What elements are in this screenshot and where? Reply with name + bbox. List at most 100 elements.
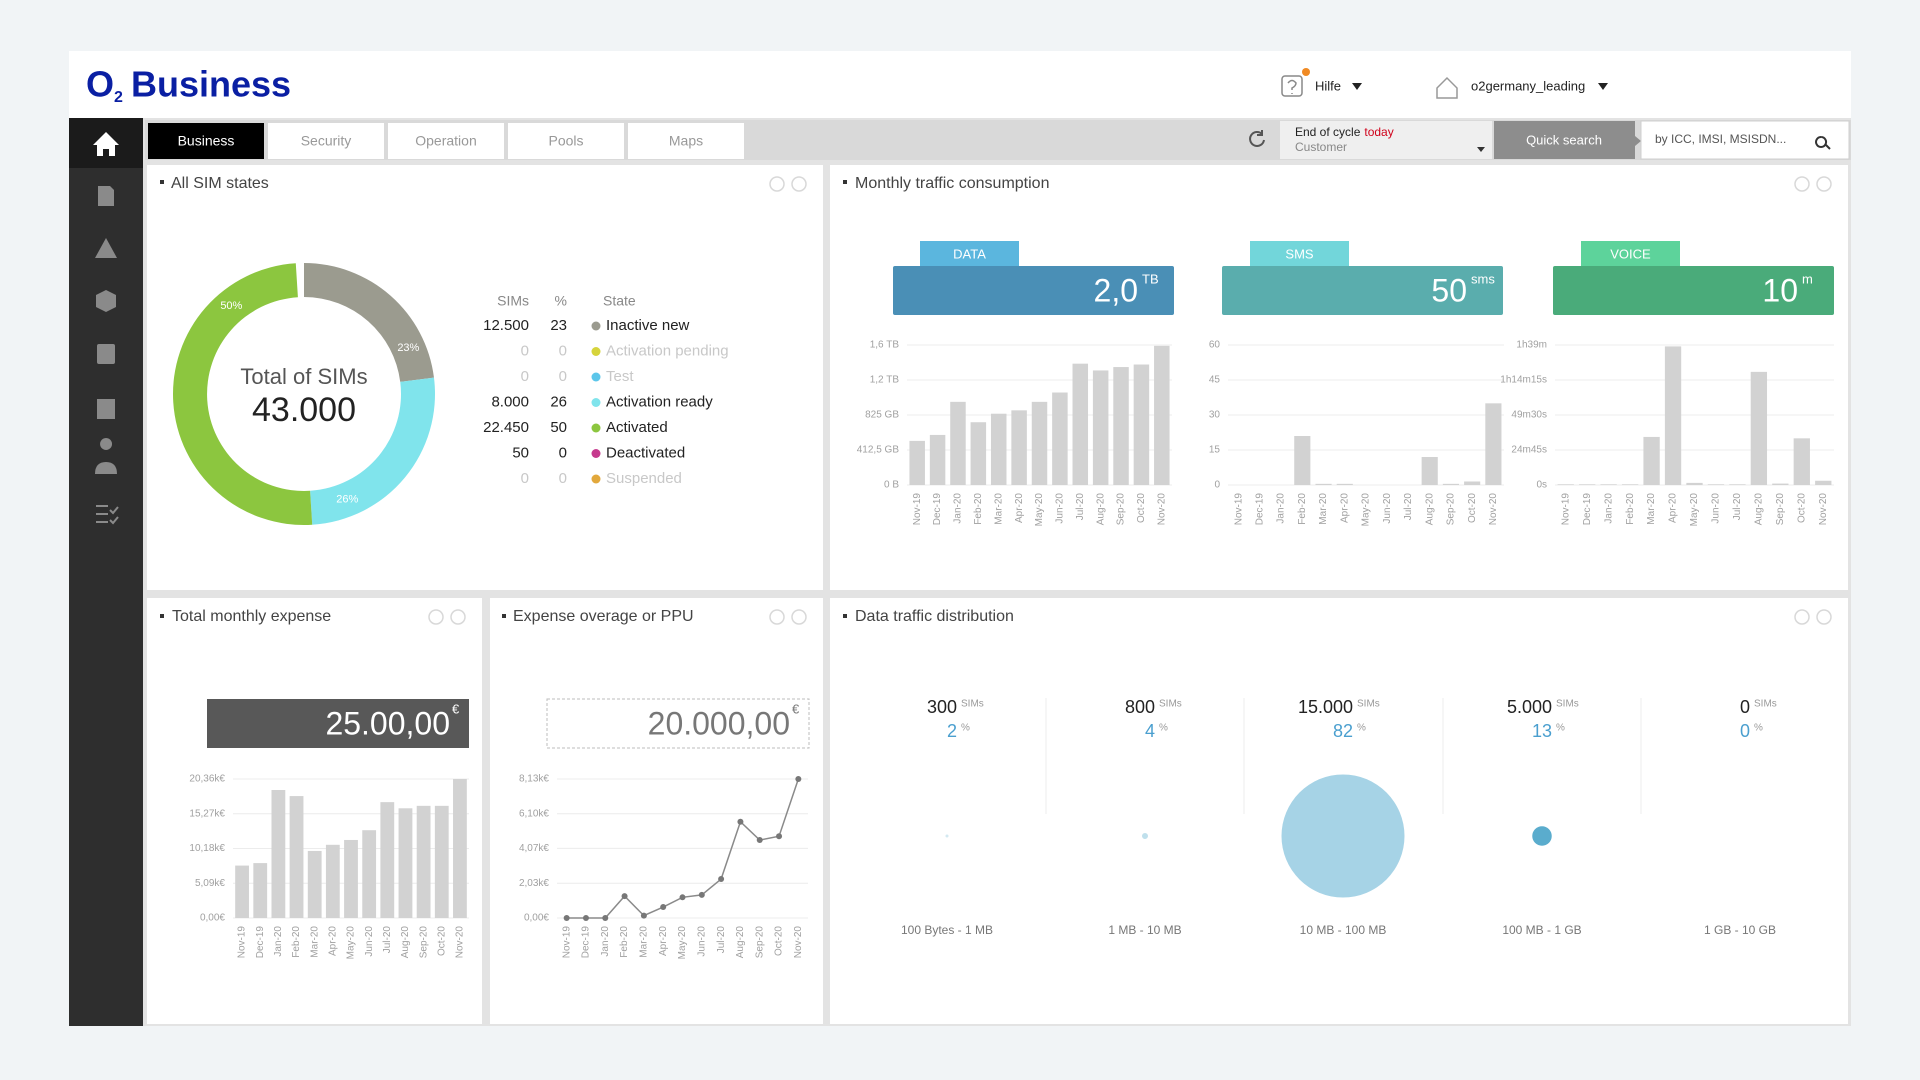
refresh-icon[interactable] xyxy=(1249,130,1265,147)
search-placeholder: by ICC, IMSI, MSISDN... xyxy=(1655,132,1786,146)
panel-help[interactable] xyxy=(1816,176,1832,192)
tab-label[interactable]: Maps xyxy=(669,133,703,149)
point xyxy=(640,912,647,919)
tab[interactable] xyxy=(508,123,624,159)
x-tick-label: Dec-19 xyxy=(1582,493,1593,526)
nav-reports[interactable] xyxy=(97,399,115,419)
nav-users[interactable] xyxy=(95,438,117,474)
help-icon[interactable] xyxy=(1281,68,1310,97)
y-tick-label: 24m45s xyxy=(1511,445,1547,456)
bin-count: 300 xyxy=(927,697,957,717)
bar xyxy=(1485,403,1502,485)
nav-tasks[interactable] xyxy=(96,505,119,525)
state-dot xyxy=(591,474,601,484)
overage-total-box xyxy=(546,698,810,749)
bar xyxy=(1621,484,1639,485)
x-tick-label: Nov-20 xyxy=(793,926,804,959)
x-tick-label: Jun-20 xyxy=(696,926,707,957)
x-tick-label: Oct-20 xyxy=(436,926,447,956)
x-tick-label: Jul-20 xyxy=(1732,493,1743,521)
panel-help[interactable] xyxy=(450,609,466,625)
bubble xyxy=(1532,826,1552,846)
panel-refresh[interactable] xyxy=(769,609,785,625)
nav-products[interactable] xyxy=(96,290,116,312)
quick-search-button[interactable] xyxy=(1494,121,1641,159)
nav-home[interactable] xyxy=(93,132,119,156)
account-name[interactable]: o2germany_leading xyxy=(1471,78,1585,93)
x-tick-label: Nov-20 xyxy=(1156,493,1167,526)
x-tick-label: Jun-20 xyxy=(1711,493,1722,524)
account-caret[interactable] xyxy=(1598,83,1608,90)
search-input[interactable] xyxy=(1640,120,1850,160)
state-dot xyxy=(591,449,601,458)
state-name: Activation pending xyxy=(606,342,729,359)
x-tick-label: Jun-20 xyxy=(1055,493,1066,524)
state-dot xyxy=(591,423,601,433)
y-tick-label: 4,07k€ xyxy=(519,843,549,854)
quick-search-label: Quick search xyxy=(1526,132,1602,147)
help-link[interactable]: Hilfe xyxy=(1315,78,1341,93)
bar xyxy=(1707,484,1725,485)
kpi-total: 2,0 xyxy=(1094,272,1138,308)
x-tick-label: Oct-20 xyxy=(774,926,785,956)
bar xyxy=(1643,436,1660,485)
x-tick-label: Jan-20 xyxy=(1276,493,1287,524)
panel-refresh[interactable] xyxy=(1794,609,1810,625)
bar xyxy=(1421,457,1438,485)
panel-help[interactable] xyxy=(791,176,807,192)
tab-label[interactable]: Operation xyxy=(415,133,476,149)
help-dot xyxy=(1302,68,1310,76)
bin-count: 0 xyxy=(1740,697,1750,717)
y-tick-label: 20,36k€ xyxy=(189,774,225,785)
bar xyxy=(1464,481,1481,485)
kpi-unit: m xyxy=(1802,271,1813,286)
x-tick-label: May-20 xyxy=(1034,493,1045,527)
bin-count-unit: SIMs xyxy=(961,699,984,710)
bin-pct: 4 xyxy=(1145,721,1155,741)
cycle-select[interactable] xyxy=(1280,121,1492,159)
bar xyxy=(1092,370,1109,485)
x-tick-label: Sep-20 xyxy=(754,926,765,959)
tab[interactable] xyxy=(148,123,264,159)
tab-label[interactable]: Security xyxy=(301,133,352,149)
bar xyxy=(398,808,413,918)
nav-sim[interactable] xyxy=(98,186,114,206)
logo-text[interactable]: Business xyxy=(131,64,291,105)
panel-help[interactable] xyxy=(791,609,807,625)
x-tick-label: Jul-20 xyxy=(716,926,727,954)
panel-refresh[interactable] xyxy=(769,176,785,192)
logo-o[interactable]: O xyxy=(86,64,114,105)
tab-label[interactable]: Pools xyxy=(548,133,583,149)
bin-count-unit: SIMs xyxy=(1357,699,1380,710)
bar xyxy=(909,440,925,485)
y-tick-label: 1h14m15s xyxy=(1500,375,1547,386)
bin-range: 100 Bytes - 1 MB xyxy=(901,923,993,937)
panel-refresh[interactable] xyxy=(1794,176,1810,192)
bar xyxy=(1750,371,1768,485)
y-tick-label: 60 xyxy=(1209,340,1221,351)
help-glyph xyxy=(1287,79,1297,94)
bar xyxy=(453,779,467,918)
help-caret[interactable] xyxy=(1352,83,1362,90)
nav-billing[interactable] xyxy=(97,344,115,364)
tab[interactable] xyxy=(388,123,504,159)
bin-count-unit: SIMs xyxy=(1159,699,1182,710)
x-tick-label: Jan-20 xyxy=(1603,493,1614,524)
y-tick-label: 30 xyxy=(1209,410,1221,421)
tab[interactable] xyxy=(268,123,384,159)
x-tick-label: Jan-20 xyxy=(600,926,611,957)
cycle-caret xyxy=(1477,147,1485,152)
donut-label: 23% xyxy=(397,342,419,354)
panel-help[interactable] xyxy=(1816,609,1832,625)
bar xyxy=(1154,345,1170,485)
bar xyxy=(929,434,946,485)
search-icon[interactable] xyxy=(1815,136,1831,150)
nav-alerts[interactable] xyxy=(95,238,117,258)
panel-refresh[interactable] xyxy=(428,609,444,625)
point xyxy=(718,876,725,883)
kpi-unit: sms xyxy=(1471,271,1495,286)
tab-label[interactable]: Business xyxy=(178,133,235,149)
bar xyxy=(970,422,987,485)
tab[interactable] xyxy=(628,123,744,159)
